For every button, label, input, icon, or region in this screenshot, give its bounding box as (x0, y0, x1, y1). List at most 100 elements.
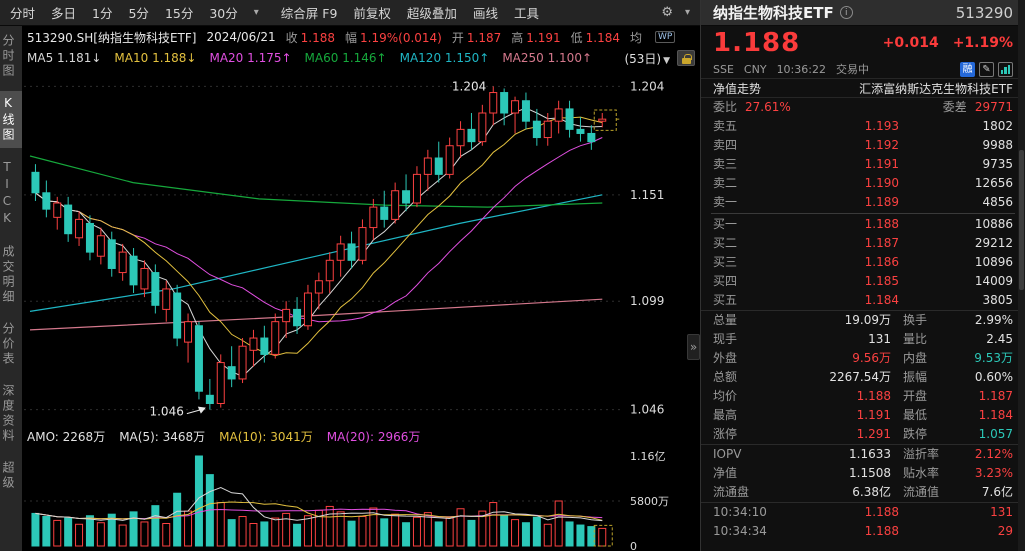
lock-icon[interactable] (677, 50, 695, 66)
toolbar-item-1[interactable]: 前复权 (353, 6, 391, 21)
svg-text:1.099: 1.099 (630, 294, 664, 308)
ask-row-4[interactable]: 卖一 1.189 4856 (701, 193, 1025, 212)
period-tab-5[interactable]: 30分 (209, 6, 238, 21)
stats-grid: 总量 19.09万 换手 2.99% 现手 131 量比 2.45 外盘 9.56万 内盘 9.53万… (701, 310, 1025, 444)
ask-row-0[interactable]: 卖五 1.193 1802 (701, 117, 1025, 136)
iopv-row-2: 流通盘 6.38亿 流通值 7.6亿 (701, 483, 1025, 502)
info-value: 1.19%(0.014) (360, 30, 442, 45)
ask-row-3[interactable]: 卖二 1.190 12656 (701, 174, 1025, 193)
sidebar-item-4[interactable]: 分价表 (1, 322, 15, 367)
info-label: 高 (511, 30, 524, 45)
info-circle-icon[interactable]: i (839, 6, 853, 19)
tick-time: 10:34:10 (713, 505, 767, 519)
stat-value: 1.184 (978, 408, 1013, 422)
quote-header: 纳指生物科技ETF i 513290 (701, 0, 1025, 26)
iopv-row-1: 净值 1.1508 贴水率 3.23% (701, 464, 1025, 483)
book-price: 1.192 (864, 138, 899, 152)
period-tab-0[interactable]: 分时 (10, 6, 36, 21)
stat-value: 1.188 (856, 389, 891, 403)
chart-body: 分时图 K线图 TICK 成交明细分价表深度资料超级 513290.SH[纳指生物科技… (0, 26, 700, 551)
book-volume: 9735 (982, 157, 1013, 171)
bid-row-3[interactable]: 买四 1.185 14009 (701, 272, 1025, 291)
tick-row-1: 10:34:34 1.188 29 (701, 522, 1025, 541)
book-label: 买四 (713, 274, 738, 288)
period-tab-3[interactable]: 5分 (128, 6, 149, 21)
stat-value: 1.187 (978, 389, 1013, 403)
svg-text:1.046: 1.046 (630, 403, 664, 417)
stat-value: 19.09万 (844, 313, 891, 327)
toolbar-chevron-icon[interactable]: ▾ (684, 7, 690, 18)
weicha-label: 委差 (942, 100, 967, 114)
period-selector[interactable]: (53日) ▼ (624, 51, 670, 66)
ma-bar-right: (53日) ▼ (624, 50, 695, 67)
tick-list[interactable]: 10:34:10 1.188 131 10:34:34 1.188 29 (701, 502, 1025, 541)
bid-row-0[interactable]: 买一 1.188 10886 (701, 215, 1025, 234)
toolbar-item-4[interactable]: 工具 (513, 6, 539, 21)
bid-row-1[interactable]: 买二 1.187 29212 (701, 234, 1025, 253)
sidebar-item-0[interactable]: 分时图 (1, 34, 15, 79)
sidebar-item-2[interactable]: TICK (0, 160, 14, 228)
book-volume: 10886 (974, 217, 1013, 231)
period-tab-2[interactable]: 1分 (92, 6, 113, 21)
volume-chart[interactable]: 1.16亿 5800万 0 (22, 446, 700, 551)
info-bar: 513290.SH[纳指生物科技ETF] 2024/06/21 收 1.188 幅 1… (22, 26, 700, 48)
toolbar-item-2[interactable]: 超级叠加 (406, 6, 457, 21)
info-pair-2: 开 1.187 (452, 29, 501, 46)
ma-indicator-2: MA20 1.175↑ (209, 51, 292, 65)
stat-value: 0.60% (974, 370, 1013, 384)
sidebar-item-5[interactable]: 深度资料 (1, 384, 15, 444)
ask-row-1[interactable]: 卖四 1.192 9988 (701, 136, 1025, 155)
info-label: 收 (285, 30, 298, 45)
book-label: 卖二 (713, 176, 738, 190)
stat-label: 净值 (713, 466, 738, 480)
toolbar-menu: 综合屏 F9 前复权 超级叠加 画线 工具 (281, 3, 539, 22)
chevron-down-icon[interactable]: ▾ (253, 7, 259, 18)
book-price: 1.187 (864, 236, 899, 250)
scrollbar-thumb[interactable] (1019, 150, 1024, 290)
stat-value: 1.057 (978, 427, 1013, 441)
wp-badge[interactable]: WP (655, 31, 676, 43)
last-price: 1.188 (713, 28, 801, 58)
book-price: 1.189 (864, 195, 899, 209)
info-label: 开 (451, 30, 464, 45)
tick-time: 10:34:34 (713, 524, 767, 538)
sidebar-item-3[interactable]: 成交明细 (1, 245, 15, 305)
book-volume: 9988 (982, 138, 1013, 152)
gear-icon[interactable]: ⚙ (661, 5, 673, 20)
mini-chart-icon[interactable] (998, 61, 1013, 77)
book-volume: 29212 (974, 236, 1013, 250)
svg-text:1.204: 1.204 (452, 79, 486, 93)
weibi-row: 委比 27.61% 委差 29771 (701, 98, 1025, 117)
sidebar-item-1[interactable]: K线图 (0, 91, 22, 148)
period-tab-1[interactable]: 多日 (51, 6, 77, 21)
book-label: 卖四 (713, 138, 738, 152)
book-price: 1.191 (864, 157, 899, 171)
info-pairs: 收 1.188 幅 1.19%(0.014) 开 1.187 高 1.191 低 1.184 均 (286, 29, 645, 46)
book-price: 1.186 (864, 255, 899, 269)
bid-row-4[interactable]: 买五 1.184 3805 (701, 291, 1025, 310)
toolbar-item-0[interactable]: 综合屏 F9 (280, 6, 338, 21)
sidebar-item-6[interactable]: 超级 (1, 461, 15, 491)
collapse-panel-arrow[interactable]: » (687, 334, 700, 360)
stat-label: 总额 (713, 370, 738, 384)
bid-row-2[interactable]: 买三 1.186 10896 (701, 253, 1025, 272)
stat-value: 3.23% (974, 466, 1013, 480)
edit-icon[interactable]: ✎ (979, 61, 994, 77)
trade-date: 2024/06/21 (206, 30, 276, 44)
margin-badge[interactable]: 融 (960, 61, 975, 77)
stat-row-2: 外盘 9.56万 内盘 9.53万 (701, 349, 1025, 368)
book-price: 1.185 (864, 274, 899, 288)
toolbar-item-3[interactable]: 画线 (472, 6, 498, 21)
stat-label: 涨停 (713, 427, 738, 441)
ask-row-2[interactable]: 卖三 1.191 9735 (701, 155, 1025, 174)
stat-row-5: 最高 1.191 最低 1.184 (701, 406, 1025, 425)
scrollbar[interactable] (1018, 0, 1025, 551)
info-pair-4: 低 1.184 (571, 29, 620, 46)
period-tab-4[interactable]: 15分 (164, 6, 194, 21)
kline-chart[interactable]: 1.204 1.151 1.099 1.046 1.204 1.046 (22, 68, 700, 426)
nav-trend-link[interactable]: 净值走势 (713, 81, 762, 96)
quote-code: 513290 (955, 3, 1013, 22)
info-pair-1: 幅 1.19%(0.014) (345, 29, 442, 46)
quote-panel: 纳指生物科技ETF i 513290 1.188 +0.014 +1.19% S… (700, 0, 1025, 551)
svg-text:1.151: 1.151 (630, 188, 664, 202)
